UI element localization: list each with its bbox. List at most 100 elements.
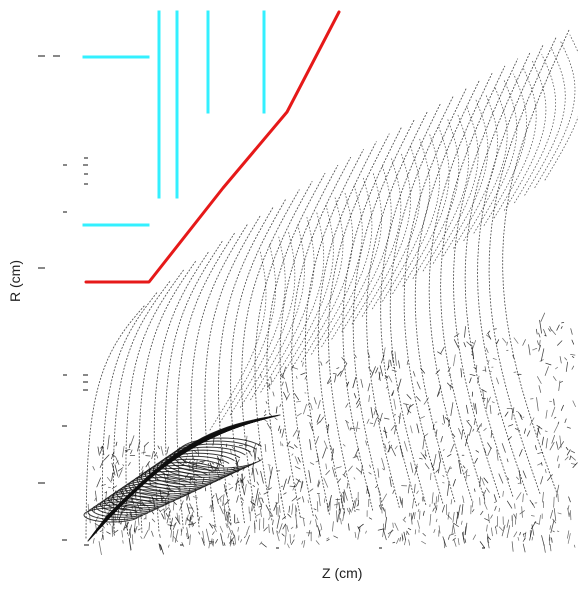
scattered-track-segment <box>397 378 402 391</box>
scattered-track-segment <box>220 476 223 479</box>
scattered-track-segment <box>297 497 301 500</box>
helical-track-arc <box>291 157 352 517</box>
scattered-track-segment <box>502 337 507 344</box>
scattered-track-segment <box>484 489 486 494</box>
scattered-track-segment <box>486 397 489 410</box>
scattered-track-segment <box>164 458 168 470</box>
bottom-track-segment <box>315 519 318 528</box>
scattered-track-segment <box>134 493 137 499</box>
helical-track-arc <box>218 206 274 525</box>
bottom-track-segment <box>251 502 254 512</box>
scattered-track-segment <box>291 365 294 369</box>
scattered-track-segment <box>258 506 262 508</box>
scattered-track-segment <box>353 393 357 399</box>
scattered-track-segment <box>481 477 485 486</box>
scattered-track-segment <box>111 500 114 506</box>
scattered-track-segment <box>464 522 468 536</box>
scattered-track-segment <box>517 411 522 417</box>
scattered-track-segment <box>195 461 201 465</box>
scattered-track-segment <box>106 531 111 535</box>
bottom-track-segment <box>161 497 164 503</box>
scattered-track-segment <box>551 329 556 335</box>
scattered-track-segment <box>468 427 472 436</box>
scattered-track-segment <box>553 425 559 433</box>
axis-ticks <box>38 55 485 549</box>
scattered-track-segment <box>130 435 135 446</box>
scattered-track-segment <box>290 539 295 545</box>
scattered-track-segment <box>570 463 576 465</box>
scattered-track-segment <box>545 362 552 366</box>
scattered-track-segment <box>258 491 261 495</box>
scattered-track-segment <box>106 476 112 483</box>
helical-track-arc <box>453 58 519 499</box>
scattered-track-segment <box>332 466 336 478</box>
scattered-track-segment <box>544 366 549 376</box>
scattered-track-segment <box>128 538 132 551</box>
scattered-track-segment <box>176 446 180 453</box>
scattered-track-segment <box>506 458 509 463</box>
bottom-track-segment <box>211 499 214 508</box>
scattered-track-segment <box>107 507 112 515</box>
scattered-track-segment <box>487 536 491 541</box>
scattered-track-segment <box>181 542 185 547</box>
scattered-track-segment <box>414 463 418 470</box>
scattered-track-segment <box>244 483 247 495</box>
scattered-track-segment <box>382 493 387 502</box>
scattered-track-segment <box>504 411 509 417</box>
scattered-track-segment <box>235 521 240 524</box>
scattered-track-segment <box>281 533 285 537</box>
scattered-track-segment <box>276 531 280 542</box>
scattered-track-segment <box>317 399 321 409</box>
scattered-track-segment <box>295 478 302 483</box>
low-pt-spiral-loop <box>108 489 170 509</box>
scattered-track-segment <box>424 454 428 457</box>
scattered-track-segment <box>442 414 446 424</box>
scattered-track-segment <box>513 337 519 344</box>
scattered-track-segment <box>242 467 245 471</box>
outer-track-arc <box>290 197 344 370</box>
low-pt-spiral-loop <box>91 501 149 518</box>
bottom-track-segment <box>130 493 133 502</box>
scattered-track-segment <box>216 469 221 481</box>
bottom-track-segment <box>212 538 214 546</box>
scattered-track-segment <box>387 365 390 371</box>
scattered-track-segment <box>357 527 361 540</box>
scattered-track-segment <box>438 461 441 474</box>
outer-track-arc <box>473 80 518 234</box>
scattered-track-segment <box>346 482 349 489</box>
scattered-track-segment <box>508 424 514 427</box>
scattered-track-segment <box>498 473 504 484</box>
scattered-track-segment <box>449 533 455 536</box>
scattered-track-segment <box>384 426 388 439</box>
helical-track-arc <box>85 304 146 539</box>
scattered-track-segment <box>528 344 531 356</box>
scattered-track-segment <box>268 383 271 387</box>
scattered-track-segment <box>205 528 210 542</box>
bottom-track-segment <box>483 491 486 504</box>
scattered-track-segment <box>450 384 453 389</box>
bottom-track-segment <box>435 496 438 505</box>
scattered-track-segment <box>302 362 304 367</box>
scattered-track-segment <box>538 344 541 352</box>
scattered-track-segment <box>560 326 563 329</box>
scattered-track-segment <box>345 419 349 424</box>
helical-track-arc <box>352 118 416 510</box>
scattered-track-segment <box>289 485 296 488</box>
scattered-track-segment <box>337 370 342 377</box>
scattered-track-segment <box>217 457 220 467</box>
scattered-track-segment <box>473 367 476 370</box>
scattered-track-segment <box>214 468 217 474</box>
scattered-track-segment <box>355 355 357 359</box>
bottom-track-segment <box>461 520 463 525</box>
scattered-track-segment <box>308 529 311 537</box>
helical-track-arc <box>328 133 390 512</box>
scattered-track-segment <box>435 369 440 375</box>
scattered-track-segment <box>552 518 557 524</box>
bottom-track-segment <box>269 510 271 518</box>
bottom-track-segment <box>343 491 345 503</box>
scattered-track-segment <box>103 454 110 461</box>
scattered-track-segment <box>497 412 500 416</box>
scattered-track-segment <box>349 427 356 430</box>
scattered-track-segment <box>535 328 538 335</box>
